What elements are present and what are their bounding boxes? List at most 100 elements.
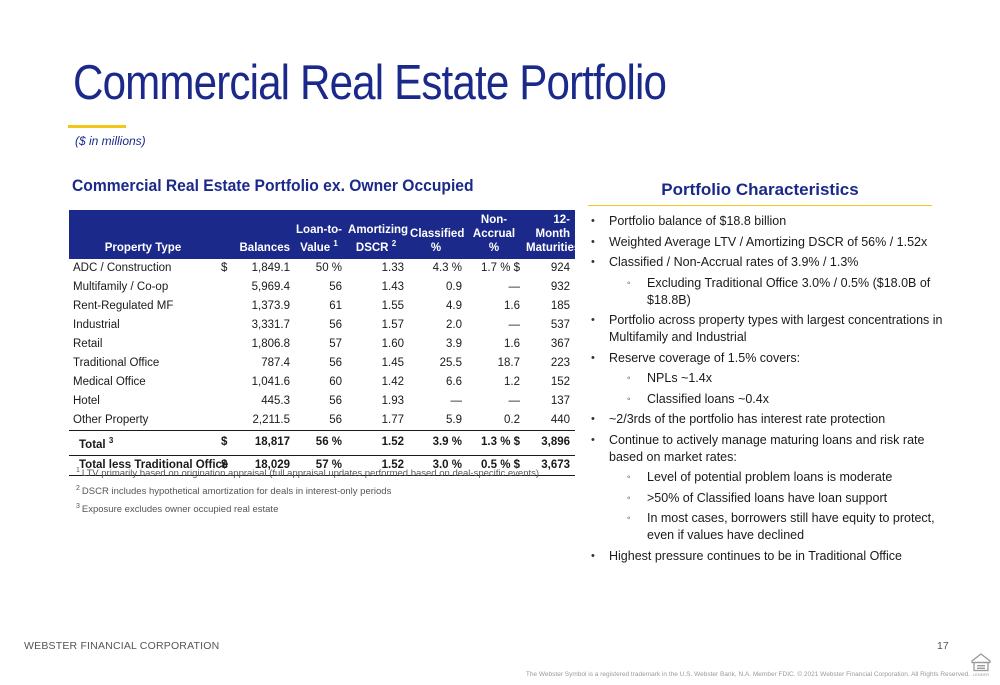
bullet-marker: • [591,314,595,326]
total-maturities: 3,896 [523,430,576,456]
total-balance: 18,817 [233,430,294,456]
row-classified: 0.9 [446,281,463,293]
bullet-text: Portfolio across property types with lar… [609,313,943,344]
table-heading: Commercial Real Estate Portfolio ex. Own… [72,176,474,195]
row-dollar [217,392,233,411]
row-balance: 787.4 [261,357,291,369]
total-nonaccrual: 1.3 % $ [465,430,524,456]
row-name: Retail [73,338,103,350]
footnote: 2 DSCR includes hypothetical amortization… [76,485,392,498]
total-dscr: 1.52 [345,454,408,476]
total-classified: 3.0 % [407,454,466,476]
table-header-row: Property Type Balances Loan-to- Value 1 A… [69,210,580,259]
table-row: Multifamily / Co-op 5,969.4 56 1.43 0.9 … [69,278,575,297]
row-nonaccrual: — [508,395,521,407]
bullet-marker: • [591,235,595,248]
header-maturities: 12-Month Maturities [523,210,580,259]
page-title: Commercial Real Estate Portfolio [73,56,667,110]
sub-bullet-marker: ◦ [627,373,631,384]
row-nonaccrual: — [508,281,521,293]
header-ltv: Loan-to- Value 1 [293,210,346,259]
table-row: Industrial 3,331.7 56 1.57 2.0 — 537 [69,316,575,335]
sub-bullet-marker: ◦ [627,492,631,504]
bullet-text: Portfolio balance of $18.8 billion [609,214,787,228]
header-dscr: Amortizing DSCR 2 [345,210,408,259]
bullet-text: Classified / Non-Accrual rates of 3.9% /… [609,255,859,269]
table-row: ADC / Construction $ 1,849.1 50 % 1.33 4… [69,259,575,278]
bullet-item: • Highest pressure continues to be in Tra… [590,548,950,565]
row-maturities: 367 [550,338,571,350]
bullet-text: >50% of Classified loans have loan suppo… [647,490,888,505]
bullet-text: Continue to actively manage maturing loa… [609,432,925,464]
row-dollar [217,316,233,335]
sub-bullet-item: ◦ Excluding Traditional Office 3.0% / 0.5… [590,275,950,309]
row-maturities: 223 [550,357,571,369]
row-balance: 1,373.9 [251,300,291,312]
bullet-text: Highest pressure continues to be in Trad… [609,548,902,563]
bullet-marker: • [591,413,595,425]
row-dollar [217,297,233,316]
page-number: 17 [937,640,949,652]
header-balances: Balances [217,210,294,259]
row-ltv: 56 [329,414,343,426]
svg-text:LENDER: LENDER [973,672,989,677]
row-classified: 25.5 [439,357,463,369]
row-dscr: 1.57 [381,319,405,331]
total-maturities: 3,673 [523,454,576,476]
units-note: ($ in millions) [75,134,146,148]
row-dscr: 1.33 [381,262,405,274]
bullet-marker: • [591,351,595,364]
row-maturities: 924 [550,262,571,274]
row-dscr: 1.60 [381,338,405,350]
total-less-office-row: Total less Traditional Office $ 18,029 5… [69,454,576,476]
sub-bullet-item: ◦ Classified loans ~0.4x [590,391,950,408]
bullet-text: Weighted Average LTV / Amortizing DSCR o… [609,234,928,249]
bullet-text: Level of potential problem loans is mode… [647,470,893,484]
row-balance: 2,211.5 [252,414,291,426]
row-dscr: 1.77 [381,414,405,426]
row-nonaccrual: 1.6 [504,300,521,312]
row-name: Multifamily / Co-op [73,281,169,293]
row-nonaccrual: 0.2 [504,414,521,426]
row-ltv: 56 [329,281,343,293]
bullet-marker: • [591,215,595,227]
total-ltv: 56 % [293,430,346,456]
row-dollar [217,335,233,354]
row-ltv: 60 [329,376,343,388]
row-classified: 4.3 % [432,262,463,274]
bullet-text: ~2/3rds of the portfolio has interest ra… [609,412,886,426]
row-dollar [217,411,233,431]
row-balance: 1,849.1 [251,262,291,274]
row-nonaccrual: 1.6 [504,338,521,350]
table-row: Retail 1,806.8 57 1.60 3.9 1.6 367 [69,335,575,354]
row-nonaccrual: 1.2 [504,376,521,388]
total-ltv: 57 % [293,454,346,476]
row-name: ADC / Construction [73,262,172,274]
row-name: Rent-Regulated MF [73,300,174,312]
row-dollar [217,278,233,297]
row-dscr: 1.45 [381,357,405,369]
total-name: Total 3 [69,430,217,456]
bullet-text: Reserve coverage of 1.5% covers: [609,350,801,365]
row-dollar [217,373,233,392]
row-name: Medical Office [73,376,146,388]
table-row: Medical Office 1,041.6 60 1.42 6.6 1.2 1… [69,373,575,392]
header-nonaccrual: Non- Accrual % [465,210,524,259]
row-dollar: $ [221,262,228,274]
row-classified: 5.9 [446,414,463,426]
row-maturities: 152 [550,376,571,388]
sub-bullet-marker: ◦ [627,393,631,405]
row-balance: 1,806.8 [251,338,291,350]
characteristics-heading: Portfolio Characteristics [661,180,859,199]
row-name: Industrial [73,319,120,331]
row-dscr: 1.93 [381,395,405,407]
row-nonaccrual: 1.7 % $ [481,262,521,274]
characteristics-list: • Portfolio balance of $18.8 billion • Weig… [590,213,950,568]
row-name: Other Property [73,414,149,426]
total-dscr: 1.52 [345,430,408,456]
row-dscr: 1.55 [381,300,405,312]
footer-company: WEBSTER FINANCIAL CORPORATION [24,640,220,652]
row-dscr: 1.43 [381,281,405,293]
row-maturities: 137 [550,395,571,407]
row-classified: 6.6 [446,376,463,388]
